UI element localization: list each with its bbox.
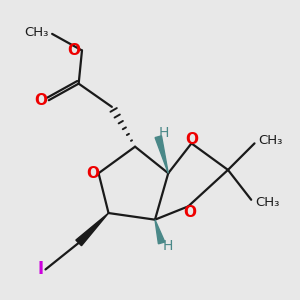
- Text: CH₃: CH₃: [24, 26, 49, 39]
- Text: O: O: [67, 43, 80, 58]
- Polygon shape: [155, 220, 165, 244]
- Text: CH₃: CH₃: [259, 134, 283, 147]
- Text: O: O: [86, 166, 99, 181]
- Text: I: I: [38, 260, 44, 278]
- Polygon shape: [155, 136, 168, 173]
- Text: O: O: [183, 205, 196, 220]
- Text: O: O: [186, 132, 199, 147]
- Text: O: O: [34, 93, 47, 108]
- Text: H: H: [162, 239, 173, 253]
- Text: CH₃: CH₃: [255, 196, 280, 209]
- Polygon shape: [76, 213, 109, 246]
- Text: H: H: [159, 126, 169, 140]
